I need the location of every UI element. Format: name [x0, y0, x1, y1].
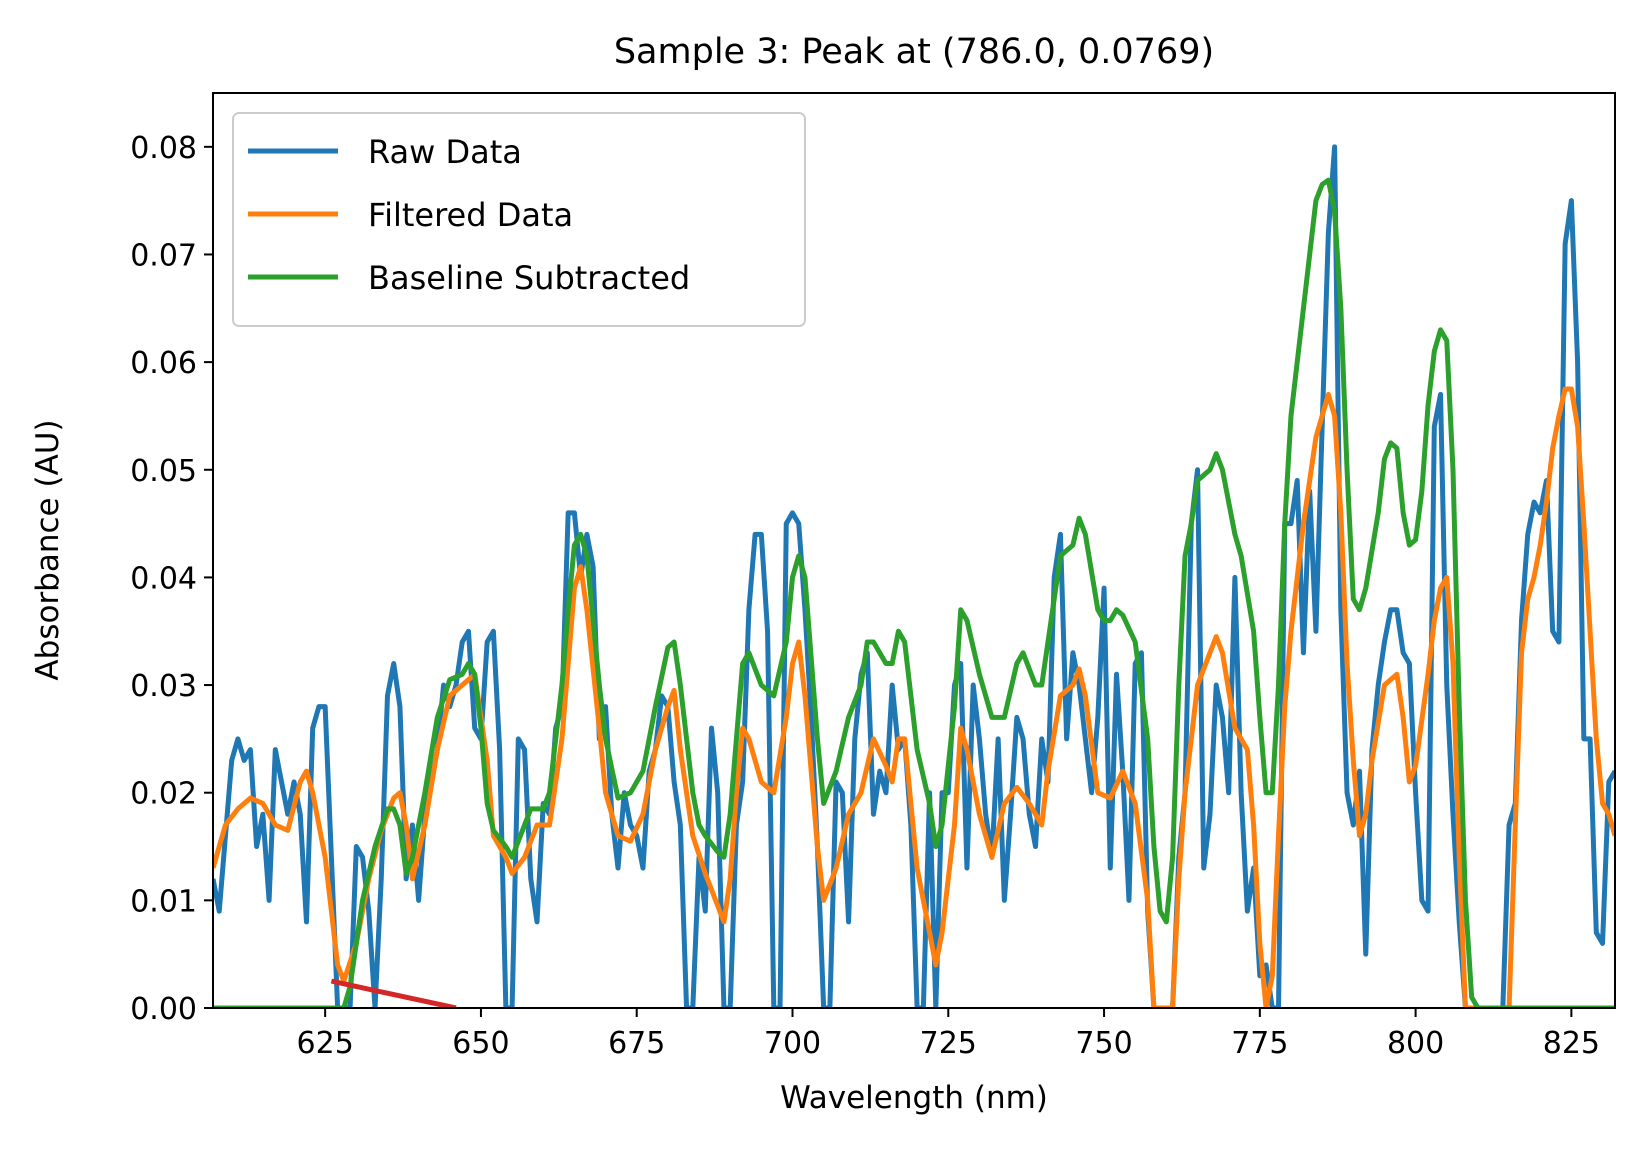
legend: Raw Data Filtered Data Baseline Subtracted	[233, 113, 805, 326]
chart-title: Sample 3: Peak at (786.0, 0.0769)	[614, 32, 1214, 72]
y-tick-label: 0.02	[130, 777, 197, 812]
x-tick-label: 650	[452, 1026, 509, 1061]
x-tick-label: 775	[1231, 1026, 1288, 1061]
y-tick-label: 0.08	[130, 131, 197, 166]
y-tick-label: 0.03	[130, 669, 197, 704]
y-axis-label: Absorbance (AU)	[30, 419, 66, 680]
y-tick-label: 0.05	[130, 454, 197, 489]
y-tick-label: 0.00	[130, 992, 197, 1027]
x-tick-label: 725	[920, 1026, 977, 1061]
y-tick-label: 0.04	[130, 561, 197, 596]
y-axis: 0.00 0.01 0.02 0.03 0.04 0.05 0.06 0.07 0.08	[130, 131, 213, 1027]
x-tick-label: 800	[1387, 1026, 1444, 1061]
x-tick-label: 825	[1543, 1026, 1600, 1061]
legend-label-filtered-data: Filtered Data	[368, 196, 573, 234]
y-tick-label: 0.06	[130, 346, 197, 381]
legend-label-raw-data: Raw Data	[368, 133, 522, 171]
legend-label-baseline-subtracted: Baseline Subtracted	[368, 259, 690, 297]
x-tick-label: 675	[608, 1026, 665, 1061]
x-tick-label: 700	[764, 1026, 821, 1061]
y-tick-label: 0.07	[130, 238, 197, 273]
x-axis: 625 650 675 700 725 750 775 800 825	[297, 1008, 1600, 1061]
y-tick-label: 0.01	[130, 884, 197, 919]
x-axis-label: Wavelength (nm)	[780, 1080, 1048, 1116]
x-tick-label: 750	[1075, 1026, 1132, 1061]
x-tick-label: 625	[297, 1026, 354, 1061]
